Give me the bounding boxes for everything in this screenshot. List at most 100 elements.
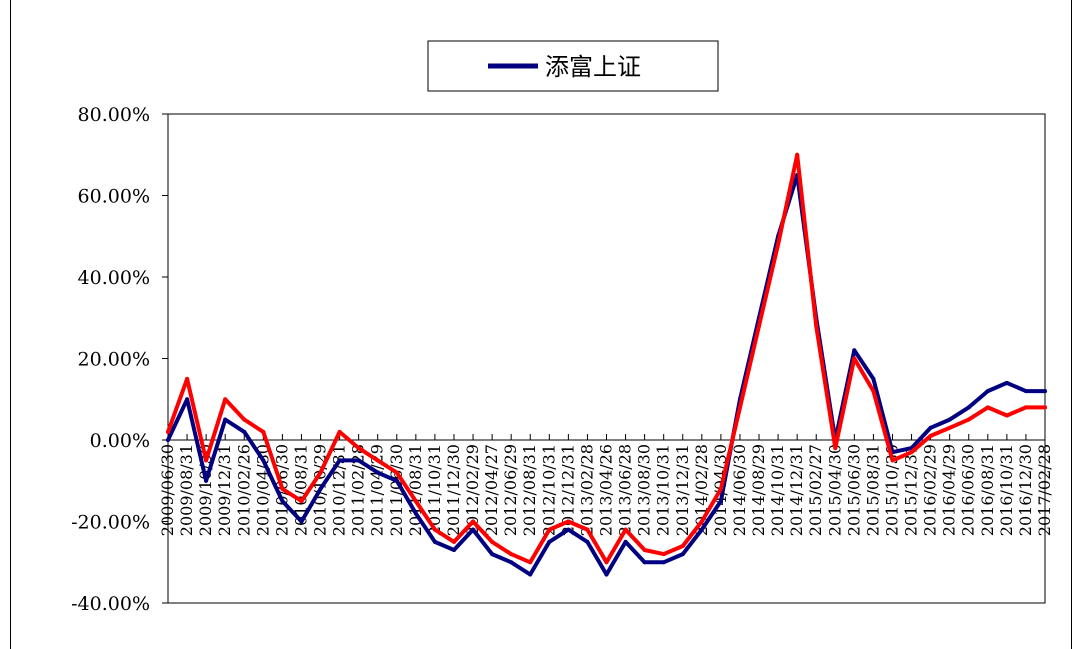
- series-1-point: [871, 376, 876, 381]
- series-2-point: [642, 548, 647, 552]
- series-2-point: [852, 356, 857, 361]
- series-2-point: [528, 560, 533, 565]
- series-1-point: [223, 417, 228, 422]
- y-tick-label: 60.00%: [78, 186, 150, 208]
- series-1-point: [928, 425, 933, 430]
- x-tick-label: 2013/08/30: [635, 444, 654, 536]
- x-tick-label: 2013/06/28: [616, 444, 635, 536]
- series-2-point: [833, 446, 838, 451]
- x-axis: 2009/06/30 2009/08/31 2009/10/30 2009/12/31…: [158, 434, 1054, 536]
- x-tick-label: 2012/12/31: [558, 444, 577, 536]
- y-tick-label: 0.00%: [90, 430, 150, 452]
- series-2-point: [261, 429, 266, 434]
- x-tick-label: 2011/02/28: [349, 444, 368, 536]
- series-1-point: [604, 572, 609, 577]
- series-1-point: [1023, 389, 1028, 394]
- series-1-point: [509, 560, 514, 565]
- x-tick-label: 2010/02/26: [234, 444, 253, 536]
- x-tick-label: 2009/08/31: [177, 444, 196, 536]
- x-tick-label: 2015/12/31: [902, 444, 921, 536]
- series-1-point: [413, 511, 418, 516]
- x-tick-label: 2015/04/30: [825, 444, 844, 536]
- x-tick-label: 2011/08/31: [406, 444, 425, 536]
- series-2-point: [547, 527, 552, 532]
- chart-frame: [10, 0, 1072, 649]
- series-1-point: [337, 458, 342, 463]
- series-2-point: [280, 486, 285, 491]
- legend-label: 添富上证: [545, 53, 641, 81]
- x-tick-label: 2013/04/26: [597, 444, 616, 536]
- x-tick-label: 2016/06/30: [959, 444, 978, 536]
- series-2-point: [337, 429, 342, 434]
- series-1-point: [204, 478, 209, 483]
- series-2-point: [623, 527, 628, 532]
- series-2-point: [413, 499, 418, 504]
- x-tick-label: 2012/10/31: [539, 444, 558, 536]
- legend: 添富上证: [427, 40, 719, 92]
- series-2-point: [680, 544, 685, 548]
- series-2-point: [699, 519, 704, 524]
- y-tick-label: -20.00%: [71, 512, 150, 534]
- series-2-point: [661, 552, 666, 557]
- series-2-point: [871, 389, 876, 394]
- series-2-point: [356, 446, 361, 451]
- series-2-point: [814, 323, 819, 328]
- series-2-point: [299, 499, 304, 504]
- x-tick-label: 2015/02/27: [806, 444, 825, 536]
- series-1-point: [985, 389, 990, 394]
- x-tick-label: 2017/02/28: [1035, 444, 1054, 536]
- series-1-point: [185, 397, 190, 402]
- series-1-point: [699, 527, 704, 532]
- series-2-point: [566, 519, 571, 524]
- series-1-point: [718, 499, 723, 504]
- series-2-point: [795, 152, 800, 157]
- series-2-point: [509, 552, 514, 557]
- series-1-point: [166, 438, 170, 442]
- series-1-point: [299, 519, 304, 524]
- series-1-point: [261, 458, 266, 463]
- x-tick-label: 2015/06/30: [844, 444, 863, 536]
- series-2-point: [432, 527, 437, 532]
- series-2-point: [966, 417, 971, 422]
- series-2-point: [928, 433, 933, 438]
- y-axis-ticks: 80.00% 60.00% 40.00% 20.00% 0.00% -20.00% -40.…: [71, 104, 168, 615]
- series-2-point: [757, 323, 761, 328]
- series-2-point: [947, 425, 952, 430]
- x-tick-label: 2016/08/31: [978, 444, 997, 536]
- series-1-point: [852, 348, 857, 353]
- series-2-point: [452, 539, 456, 544]
- series-2-point: [375, 458, 380, 463]
- y-tick-label: -40.00%: [71, 593, 150, 615]
- series-1-point: [528, 572, 533, 577]
- series-1-point: [966, 405, 971, 410]
- x-tick-label: 2012/04/27: [482, 444, 501, 536]
- x-tick-label: 2014/08/29: [749, 444, 768, 536]
- x-tick-label: 2015/10/30: [882, 444, 901, 536]
- x-tick-label: 2013/12/31: [673, 444, 692, 536]
- series-2-point: [223, 397, 228, 402]
- series-1-point: [452, 548, 456, 552]
- series-2-point: [185, 376, 190, 381]
- x-tick-label: 2013/02/28: [577, 444, 596, 536]
- series-2-point: [394, 470, 399, 475]
- series-1-point: [947, 417, 952, 422]
- series-2-point: [318, 470, 323, 475]
- x-tick-label: 2014/10/31: [768, 444, 787, 536]
- series-lines: [166, 152, 1047, 577]
- x-tick-label: 2013/10/31: [654, 444, 673, 536]
- x-tick-label: 2012/02/29: [463, 444, 482, 536]
- x-tick-label: 2010/12/31: [330, 444, 349, 536]
- series-2-point: [985, 405, 990, 410]
- series-1-point: [623, 539, 628, 544]
- x-tick-label: 2015/08/31: [863, 444, 882, 536]
- legend-box: [427, 40, 719, 92]
- series-2-point: [585, 527, 590, 532]
- x-tick-label: 2012/06/29: [501, 444, 520, 536]
- x-tick-label: 2012/08/31: [520, 444, 539, 536]
- series-2-point: [909, 450, 914, 455]
- x-tick-label: 2016/04/29: [940, 444, 959, 536]
- series-2-point: [1004, 413, 1009, 418]
- series-1-point: [471, 527, 475, 532]
- series-1-point: [375, 470, 380, 475]
